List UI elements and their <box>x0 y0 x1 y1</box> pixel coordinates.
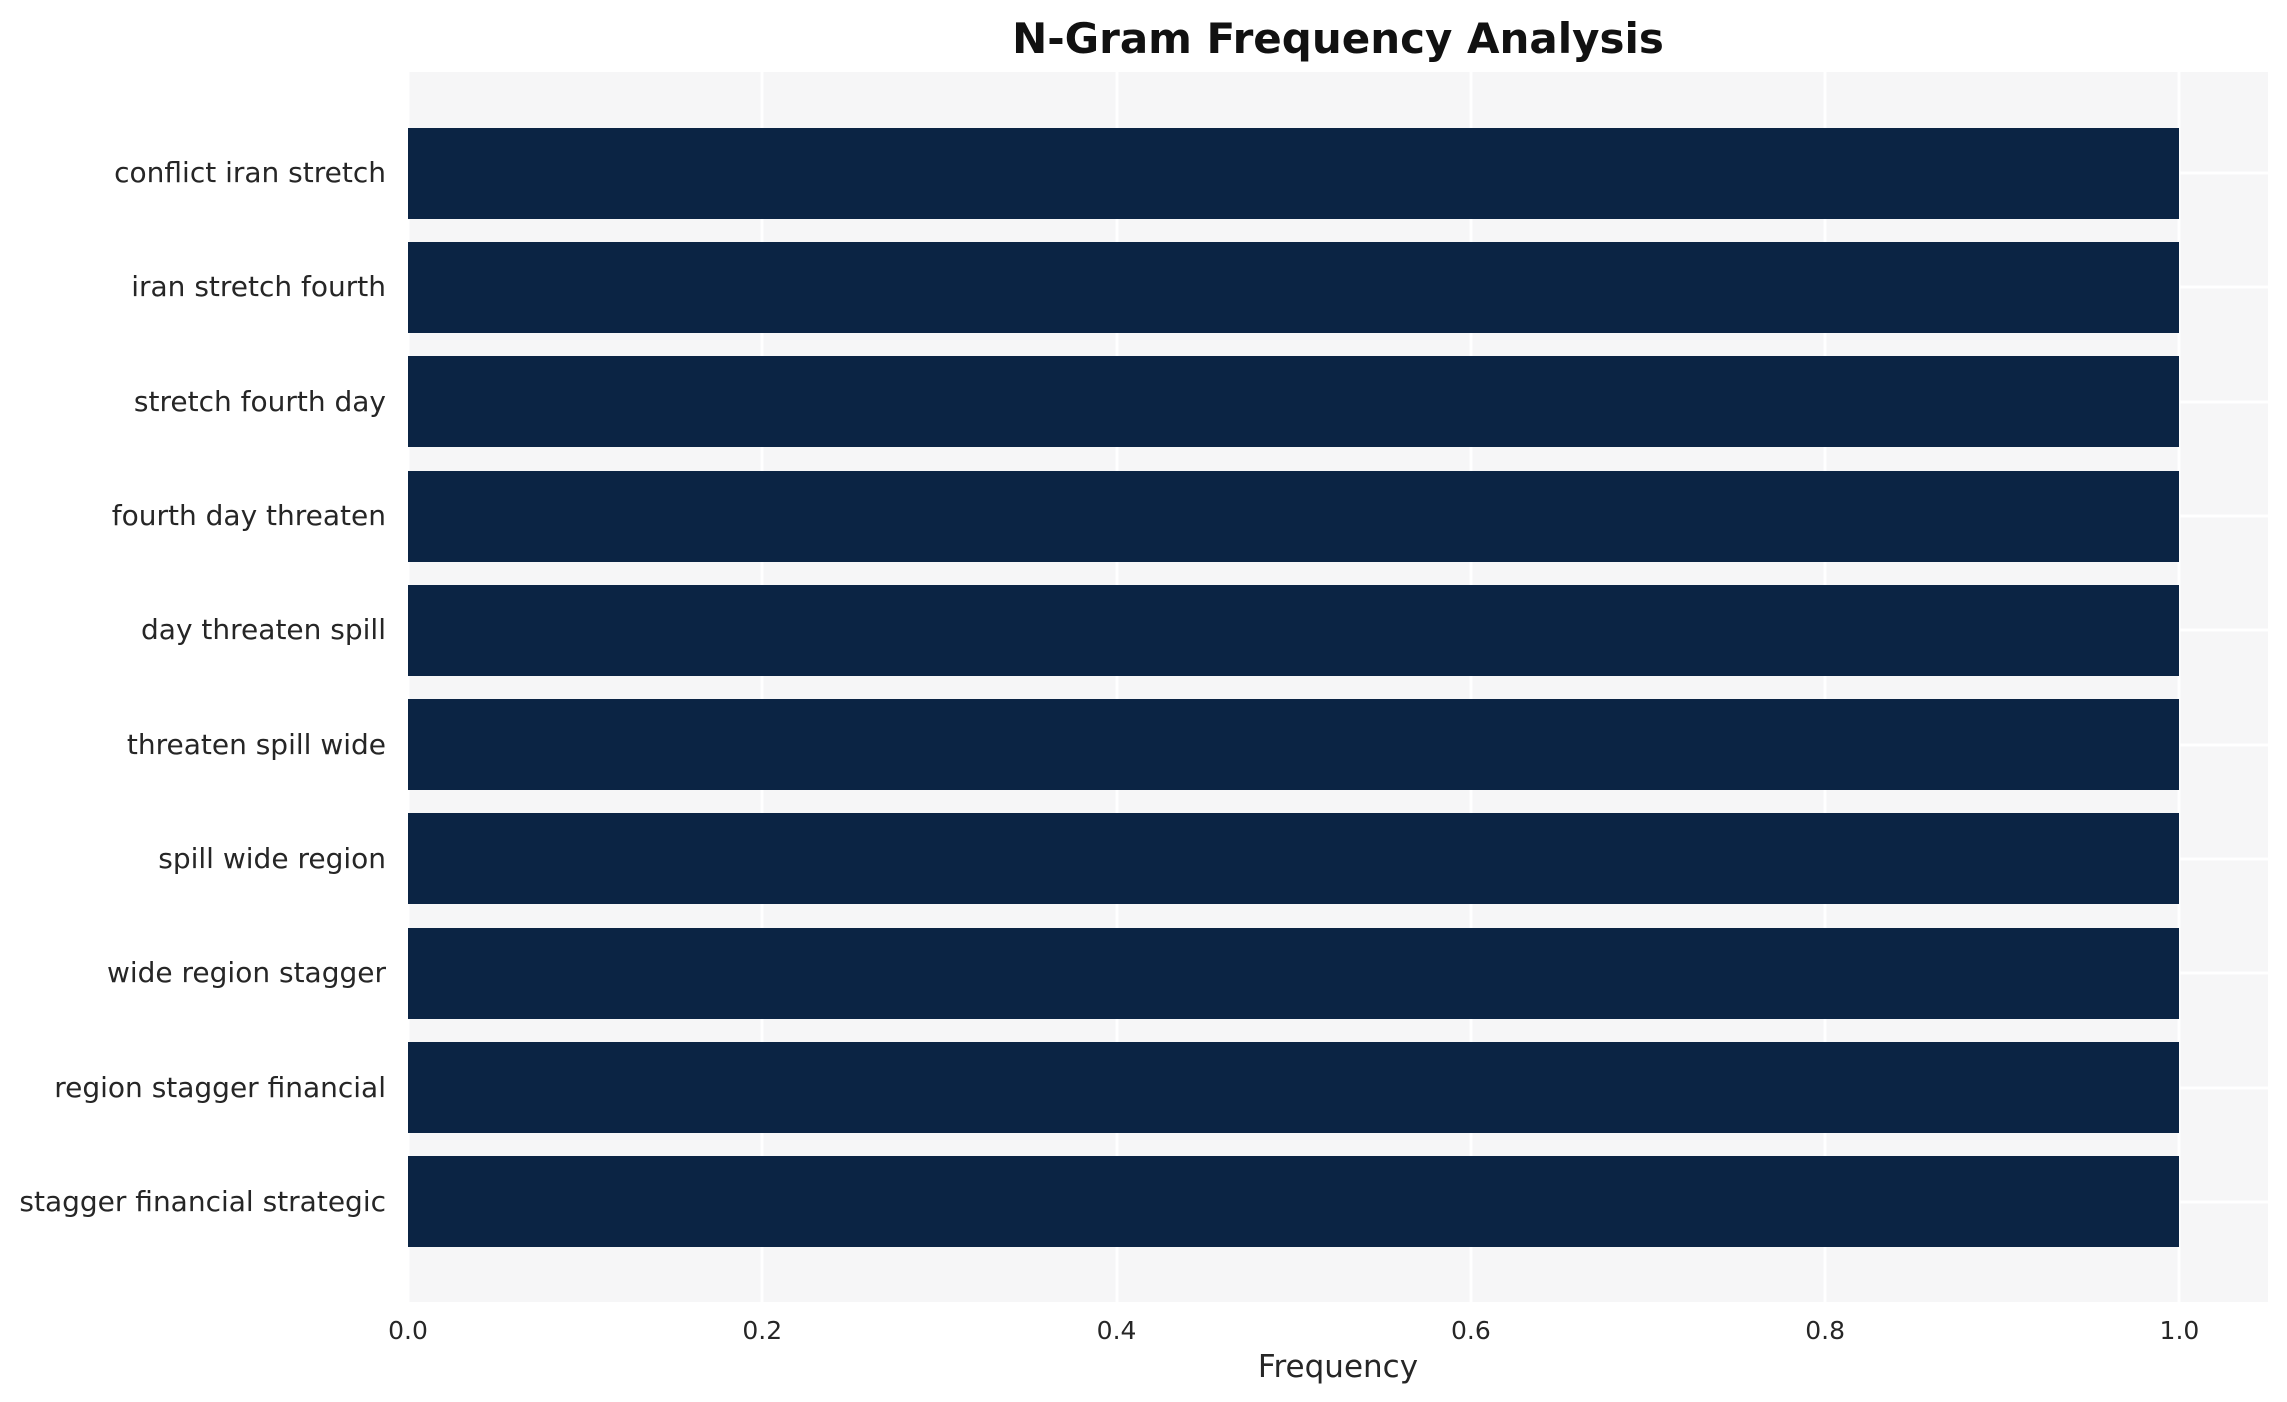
bar <box>408 356 2180 448</box>
x-gridline <box>1469 72 1473 1302</box>
y-axis-label: stretch fourth day <box>133 384 386 418</box>
bar-row: stretch fourth day <box>134 345 2268 459</box>
bars-layer: conflict iran stretch iran stretch fourth… <box>19 72 2268 1302</box>
bar-row: fourth day threaten <box>112 459 2268 573</box>
x-gridline <box>1115 72 1119 1302</box>
x-gridline <box>1823 72 1827 1302</box>
plot-area: conflict iran stretch iran stretch fourth… <box>19 72 2268 1302</box>
bar <box>408 241 2180 333</box>
y-axis-label: iran stretch fourth <box>131 270 386 304</box>
x-gridline <box>2177 72 2181 1302</box>
x-axis-tick-label: 0.8 <box>1805 1316 1846 1345</box>
x-axis-label: Frequency <box>1257 1349 1419 1385</box>
bar <box>408 813 2180 905</box>
bar-row: spill wide region <box>158 802 2268 916</box>
bar <box>408 699 2180 791</box>
bar-row: wide region stagger <box>107 916 2268 1030</box>
bar <box>408 1042 2180 1134</box>
bar <box>408 470 2180 562</box>
x-axis-tick-label: 0.6 <box>1450 1316 1491 1345</box>
bar <box>408 584 2180 676</box>
y-axis-label: fourth day threaten <box>111 499 386 533</box>
bar <box>408 1156 2180 1248</box>
x-axis: 0.0 0.2 0.4 0.6 0.8 1.0 <box>388 1316 2268 1348</box>
y-axis-label: wide region stagger <box>106 956 386 990</box>
bar-row: day threaten spill <box>141 573 2268 687</box>
x-axis-tick-label: 1.0 <box>2159 1316 2200 1345</box>
bar <box>408 127 2180 219</box>
bar-row: stagger financial strategic <box>19 1145 2268 1259</box>
y-axis-label: region stagger financial <box>54 1070 386 1104</box>
bar-row: conflict iran stretch <box>114 116 2268 230</box>
bar-row: threaten spill wide <box>127 687 2268 801</box>
x-axis-tick-label: 0.2 <box>742 1316 783 1345</box>
x-axis-tick-label: 0.4 <box>1096 1316 1137 1345</box>
y-axis-label: spill wide region <box>158 841 386 875</box>
bar <box>408 927 2180 1019</box>
bar-row: region stagger financial <box>54 1030 2268 1144</box>
x-axis-tick-label: 0.0 <box>388 1316 428 1345</box>
x-gridline <box>760 72 764 1302</box>
x-gridline <box>406 72 410 1302</box>
y-axis-label: threaten spill wide <box>126 727 386 761</box>
y-axis-label: stagger financial strategic <box>19 1184 386 1218</box>
y-axis-label: day threaten spill <box>141 613 386 647</box>
bar-row: iran stretch fourth <box>131 230 2268 344</box>
chart-title: N-Gram Frequency Analysis <box>1012 14 1664 63</box>
y-axis-label: conflict iran stretch <box>114 156 386 190</box>
